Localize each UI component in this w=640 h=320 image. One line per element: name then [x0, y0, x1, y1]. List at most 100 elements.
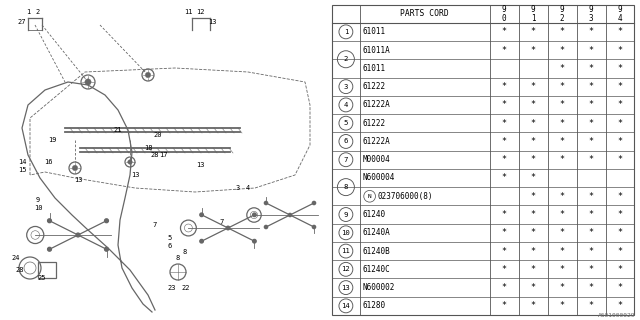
Text: *: * [531, 46, 536, 55]
Text: *: * [618, 119, 623, 128]
Text: *: * [589, 247, 594, 256]
Text: *: * [559, 64, 564, 73]
Text: *: * [559, 210, 564, 219]
Text: *: * [618, 137, 623, 146]
Text: *: * [502, 228, 507, 237]
Circle shape [253, 213, 256, 217]
Text: 20: 20 [154, 132, 163, 138]
Text: *: * [618, 283, 623, 292]
Text: 61240A: 61240A [363, 228, 390, 237]
Text: 13: 13 [208, 19, 216, 25]
Text: *: * [589, 137, 594, 146]
Text: 23: 23 [168, 285, 176, 291]
Text: PARTS CORD: PARTS CORD [401, 9, 449, 18]
Text: 13: 13 [196, 162, 204, 168]
Text: 1: 1 [26, 9, 30, 15]
Text: 61222: 61222 [363, 82, 386, 91]
Bar [38, 262, 56, 278]
Text: *: * [618, 27, 623, 36]
Circle shape [76, 233, 80, 237]
Text: *: * [531, 82, 536, 91]
Text: *: * [618, 228, 623, 237]
Text: 61011A: 61011A [363, 46, 390, 55]
Text: *: * [502, 265, 507, 274]
Text: 2: 2 [36, 9, 40, 15]
Text: *: * [618, 192, 623, 201]
Text: 9: 9 [344, 212, 348, 218]
Circle shape [312, 225, 316, 228]
Text: 28: 28 [151, 152, 159, 158]
Text: 9
0: 9 0 [502, 5, 506, 22]
Text: 5: 5 [168, 235, 172, 241]
Text: *: * [531, 27, 536, 36]
Text: 19: 19 [48, 137, 56, 143]
Text: *: * [502, 301, 507, 310]
Circle shape [289, 213, 292, 217]
Text: 023706000(8): 023706000(8) [378, 192, 433, 201]
Text: *: * [618, 46, 623, 55]
Text: 12: 12 [196, 9, 204, 15]
Text: 24: 24 [12, 255, 20, 261]
Text: 16: 16 [44, 159, 52, 165]
Text: *: * [559, 247, 564, 256]
Text: *: * [502, 283, 507, 292]
Text: *: * [618, 82, 623, 91]
Text: *: * [589, 155, 594, 164]
Text: 61011: 61011 [363, 64, 386, 73]
Text: *: * [502, 46, 507, 55]
Text: *: * [589, 192, 594, 201]
Text: *: * [502, 155, 507, 164]
Text: 61240C: 61240C [363, 265, 390, 274]
Circle shape [47, 247, 51, 251]
Text: 61222A: 61222A [363, 137, 390, 146]
Text: M00004: M00004 [363, 155, 390, 164]
Text: 9
1: 9 1 [531, 5, 536, 22]
Text: *: * [559, 265, 564, 274]
Text: *: * [589, 301, 594, 310]
Text: *: * [618, 155, 623, 164]
Text: 6: 6 [168, 243, 172, 249]
Text: *: * [559, 27, 564, 36]
Text: *: * [502, 210, 507, 219]
Text: *: * [531, 247, 536, 256]
Text: *: * [559, 137, 564, 146]
Text: 15: 15 [18, 167, 26, 173]
Text: *: * [502, 100, 507, 109]
Text: *: * [618, 210, 623, 219]
Text: *: * [589, 46, 594, 55]
Text: 18: 18 [144, 145, 152, 151]
Text: *: * [589, 27, 594, 36]
Text: 6: 6 [344, 139, 348, 144]
Text: 27: 27 [18, 19, 26, 25]
Text: *: * [531, 155, 536, 164]
Text: *: * [589, 265, 594, 274]
Text: 2: 2 [344, 56, 348, 62]
Text: 61222: 61222 [363, 119, 386, 128]
Text: *: * [502, 27, 507, 36]
Circle shape [104, 219, 108, 223]
Text: 13: 13 [131, 172, 140, 178]
Text: *: * [589, 210, 594, 219]
Text: *: * [589, 100, 594, 109]
Text: 10: 10 [342, 230, 350, 236]
Circle shape [227, 226, 230, 230]
Text: *: * [559, 119, 564, 128]
Text: N600004: N600004 [363, 173, 395, 182]
Text: 10: 10 [34, 205, 42, 211]
Text: *: * [618, 301, 623, 310]
Text: 8: 8 [344, 184, 348, 190]
Text: *: * [531, 100, 536, 109]
Text: *: * [502, 119, 507, 128]
Text: 61222A: 61222A [363, 100, 390, 109]
Text: 7: 7 [153, 222, 157, 228]
Text: 12: 12 [342, 266, 350, 272]
Text: *: * [589, 228, 594, 237]
Text: *: * [618, 265, 623, 274]
Text: 9
4: 9 4 [618, 5, 623, 22]
Text: 13: 13 [74, 177, 83, 183]
Text: 3: 3 [236, 185, 240, 191]
Bar [332, 5, 634, 315]
Text: 5: 5 [344, 120, 348, 126]
Text: *: * [618, 100, 623, 109]
Circle shape [264, 225, 268, 228]
